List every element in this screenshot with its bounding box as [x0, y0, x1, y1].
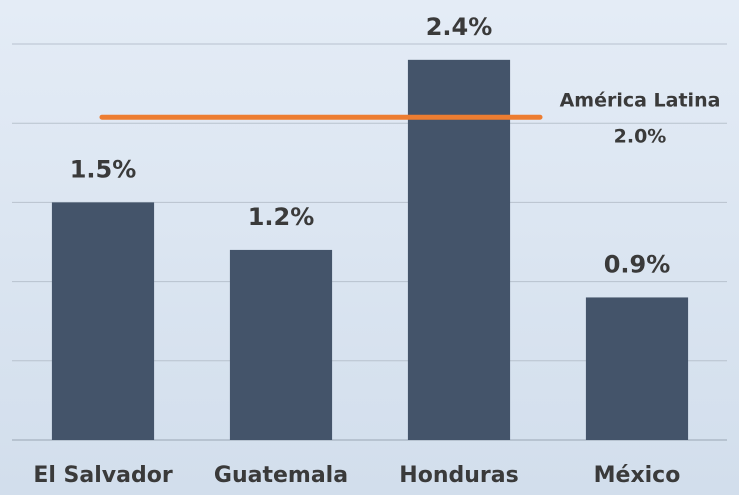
x-tick-label: Guatemala — [214, 463, 348, 488]
bar — [51, 202, 155, 440]
bar — [407, 59, 511, 441]
bar — [229, 249, 333, 440]
reference-value-label: 2.0% — [614, 126, 667, 148]
x-tick-label: El Salvador — [33, 463, 173, 488]
x-tick-label: Honduras — [399, 463, 518, 488]
x-tick-label: México — [594, 463, 681, 488]
value-label: 2.4% — [426, 13, 493, 41]
reference-label: América Latina — [560, 90, 721, 112]
value-label: 1.2% — [248, 203, 315, 231]
bar — [585, 297, 689, 440]
value-label: 1.5% — [70, 155, 137, 183]
value-label: 0.9% — [604, 250, 671, 278]
